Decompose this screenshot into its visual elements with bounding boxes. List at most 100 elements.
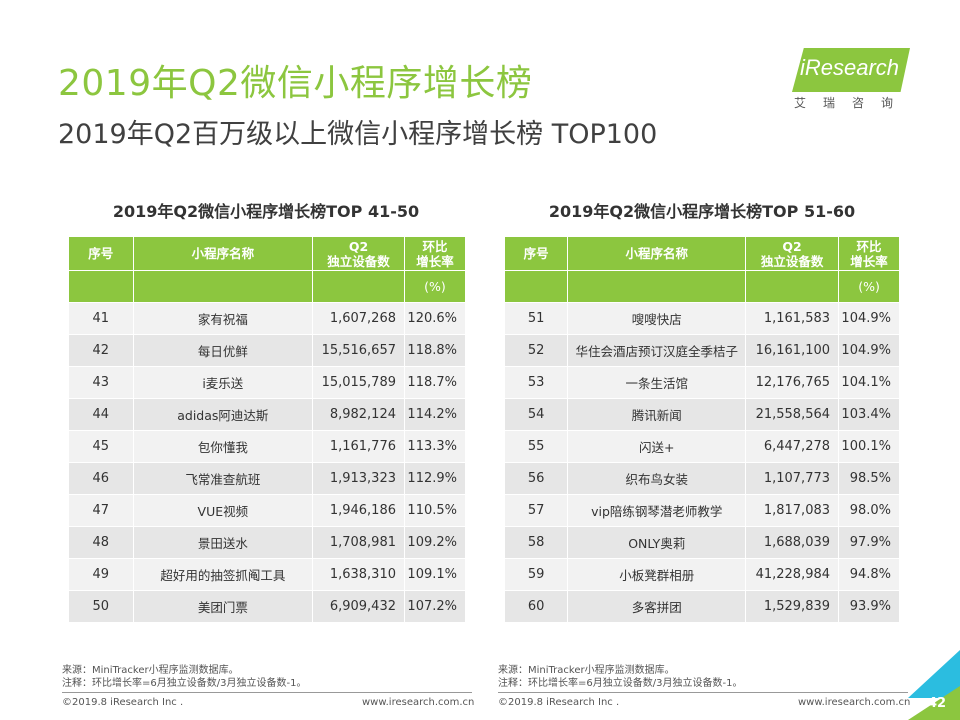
app-name-cell: 一条生活馆 — [567, 366, 747, 399]
growth-cell: 104.9% — [838, 302, 900, 335]
rank-cell: 50 — [68, 590, 134, 623]
devices-cell: 8,982,124 — [312, 398, 405, 431]
devices-cell: 1,913,323 — [312, 462, 405, 495]
app-name-cell: 多客拼团 — [567, 590, 747, 623]
devices-cell: 1,946,186 — [312, 494, 405, 527]
rank-cell: 56 — [503, 462, 569, 495]
page-title: 2019年Q2微信小程序增长榜 — [58, 63, 533, 104]
growth-cell: 93.9% — [838, 590, 900, 623]
rank-cell: 45 — [68, 430, 134, 463]
left-table-body: 41 家有祝福 1,607,268 120.6% 42 每日优鲜 15,516,657 118… — [68, 302, 466, 623]
page-number: 42 — [928, 696, 947, 711]
devices-cell: 1,688,039 — [745, 526, 840, 559]
app-name-cell: 每日优鲜 — [132, 334, 314, 367]
table-row: 49 超好用的抽签抓阄工具 1,638,310 109.1% — [68, 558, 466, 591]
devices-cell: 15,015,789 — [312, 366, 405, 399]
app-name-cell: adidas阿迪达斯 — [132, 398, 314, 431]
app-name-cell: i麦乐送 — [132, 366, 314, 399]
growth-cell: 104.1% — [838, 366, 900, 399]
rank-cell: 52 — [503, 334, 569, 367]
app-name-cell: vip陪练钢琴潜老师教学 — [567, 494, 747, 527]
header-growth-unit: (%) — [404, 270, 466, 303]
growth-cell: 113.3% — [404, 430, 466, 463]
devices-cell: 1,161,776 — [312, 430, 405, 463]
comment-note: 注释：环比增长率=6月独立设备数/3月独立设备数-1。 — [62, 678, 307, 689]
rank-cell: 42 — [68, 334, 134, 367]
growth-cell: 100.1% — [838, 430, 900, 463]
header-rank: 序号 — [68, 236, 134, 271]
devices-cell: 16,161,100 — [745, 334, 840, 367]
logo-cn-text: 艾瑞咨询 — [794, 96, 911, 110]
right-copyright: ©2019.8 iResearch Inc . — [498, 697, 620, 708]
growth-cell: 98.0% — [838, 494, 900, 527]
devices-cell: 1,161,583 — [745, 302, 840, 335]
devices-cell: 15,516,657 — [312, 334, 405, 367]
table-row: 41 家有祝福 1,607,268 120.6% — [68, 302, 466, 335]
growth-cell: 109.2% — [404, 526, 466, 559]
app-name-cell: 家有祝福 — [132, 302, 314, 335]
rank-cell: 54 — [503, 398, 569, 431]
table-row: 59 小板凳群相册 41,228,984 94.8% — [503, 558, 900, 591]
rank-cell: 51 — [503, 302, 569, 335]
devices-cell: 1,817,083 — [745, 494, 840, 527]
table-row: 57 vip陪练钢琴潜老师教学 1,817,083 98.0% — [503, 494, 900, 527]
header-devices: Q2 独立设备数 — [312, 236, 405, 271]
header-name: 小程序名称 — [567, 236, 747, 271]
table-row: 54 腾讯新闻 21,558,564 103.4% — [503, 398, 900, 431]
source-note: 来源：MiniTracker小程序监测数据库。 — [62, 665, 239, 676]
growth-cell: 112.9% — [404, 462, 466, 495]
app-name-cell: 超好用的抽签抓阄工具 — [132, 558, 314, 591]
rank-cell: 44 — [68, 398, 134, 431]
corner-blue-triangle — [908, 650, 960, 698]
growth-cell: 98.5% — [838, 462, 900, 495]
growth-cell: 97.9% — [838, 526, 900, 559]
rank-cell: 53 — [503, 366, 569, 399]
table-row: 58 ONLY奥莉 1,688,039 97.9% — [503, 526, 900, 559]
growth-cell: 114.2% — [404, 398, 466, 431]
right-table-body: 51 嗖嗖快店 1,161,583 104.9% 52 华住会酒店预订汉庭全季桔子 16,1… — [503, 302, 900, 623]
rank-cell: 47 — [68, 494, 134, 527]
app-name-cell: ONLY奥莉 — [567, 526, 747, 559]
growth-cell: 109.1% — [404, 558, 466, 591]
devices-cell: 21,558,564 — [745, 398, 840, 431]
logo-background — [792, 48, 910, 92]
growth-cell: 94.8% — [838, 558, 900, 591]
rank-cell: 57 — [503, 494, 569, 527]
devices-cell: 1,107,773 — [745, 462, 840, 495]
growth-cell: 107.2% — [404, 590, 466, 623]
growth-cell: 120.6% — [404, 302, 466, 335]
logo-brand: iResearch — [800, 55, 900, 80]
devices-cell: 1,607,268 — [312, 302, 405, 335]
left-ranking-table: 序号 小程序名称 Q2 独立设备数 环比 增长率 (%) 41 家有祝福 1,607,2… — [68, 236, 466, 623]
table-row: 50 美团门票 6,909,432 107.2% — [68, 590, 466, 623]
table-row: 42 每日优鲜 15,516,657 118.8% — [68, 334, 466, 367]
growth-cell: 118.8% — [404, 334, 466, 367]
table-row: 45 包你懂我 1,161,776 113.3% — [68, 430, 466, 463]
header-rank: 序号 — [503, 236, 569, 271]
growth-cell: 103.4% — [838, 398, 900, 431]
table-row: 51 嗖嗖快店 1,161,583 104.9% — [503, 302, 900, 335]
app-name-cell: 嗖嗖快店 — [567, 302, 747, 335]
devices-cell: 6,447,278 — [745, 430, 840, 463]
table-row: 52 华住会酒店预订汉庭全季桔子 16,161,100 104.9% — [503, 334, 900, 367]
rank-cell: 46 — [68, 462, 134, 495]
app-name-cell: 美团门票 — [132, 590, 314, 623]
growth-cell: 118.7% — [404, 366, 466, 399]
iresearch-logo: iResearch 艾瑞咨询 — [792, 48, 916, 112]
app-name-cell: 景田送水 — [132, 526, 314, 559]
right-footer-divider — [498, 692, 908, 693]
table-row: 43 i麦乐送 15,015,789 118.7% — [68, 366, 466, 399]
corner-decoration — [908, 650, 960, 720]
devices-cell: 1,529,839 — [745, 590, 840, 623]
left-footer-divider — [62, 692, 472, 693]
right-notes: 来源：MiniTracker小程序监测数据库。 注释：环比增长率=6月独立设备数… — [498, 664, 742, 690]
devices-cell: 1,638,310 — [312, 558, 405, 591]
rank-cell: 58 — [503, 526, 569, 559]
table-row: 47 VUE视频 1,946,186 110.5% — [68, 494, 466, 527]
header-devices: Q2 独立设备数 — [745, 236, 840, 271]
comment-note: 注释：环比增长率=6月独立设备数/3月独立设备数-1。 — [498, 678, 743, 689]
table-row: 48 景田送水 1,708,981 109.2% — [68, 526, 466, 559]
table-row: 56 织布鸟女装 1,107,773 98.5% — [503, 462, 900, 495]
header-growth: 环比 增长率 — [404, 236, 466, 271]
growth-cell: 110.5% — [404, 494, 466, 527]
